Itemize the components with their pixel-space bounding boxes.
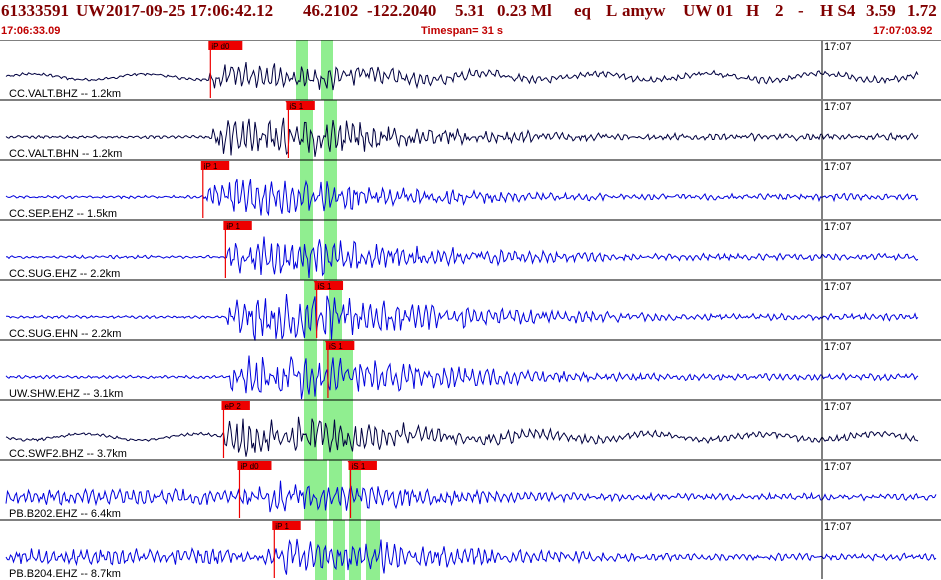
minute-tick-label: 17:07	[824, 521, 852, 533]
minute-tick-label: 17:07	[824, 101, 852, 113]
waveform-trace[interactable]	[5, 538, 937, 575]
minute-tick-label: 17:07	[824, 221, 852, 233]
pick-window-1	[321, 40, 333, 100]
end-time: 17:07:03.92	[873, 25, 933, 37]
s-pick-marker	[285, 101, 292, 106]
s-pick-marker	[347, 461, 354, 466]
event-depth: 5.31	[455, 1, 485, 20]
event-quality-s: H S4	[820, 1, 856, 20]
pick-flag[interactable]	[314, 281, 344, 290]
waveform-trace[interactable]	[5, 480, 937, 513]
event-network: UW	[76, 1, 106, 20]
station-label: CC.VALT.BHZ -- 1.2km	[9, 88, 121, 100]
waveform-trace[interactable]	[5, 236, 919, 279]
pick-flag[interactable]	[221, 401, 250, 410]
event-quality-h: H	[746, 1, 760, 20]
s-pick-marker	[324, 341, 331, 346]
minute-tick-label: 17:07	[824, 281, 852, 293]
event-analyst: amyw	[622, 1, 666, 20]
pick-flag[interactable]	[208, 41, 243, 50]
event-summary-line: 61333591 UW 2017-09-25 17:06:42.12 46.21…	[0, 1, 941, 23]
pick-flag-label: iS 1	[329, 342, 343, 351]
pick-flag[interactable]	[348, 461, 377, 470]
event-value-1: 3.59	[866, 1, 896, 20]
event-longitude: -122.2040	[367, 1, 437, 20]
event-id: 61333591	[1, 1, 69, 20]
station-label: CC.SUG.EHZ -- 2.2km	[9, 268, 120, 280]
pick-flag[interactable]	[237, 461, 272, 470]
station-label: CC.SEP.EHZ -- 1.5km	[9, 208, 117, 220]
event-magnitude: 0.23 Ml	[497, 1, 552, 20]
pick-flag-label: iP 1	[204, 162, 218, 171]
timespan: Timespan= 31 s	[421, 25, 504, 37]
pick-flag-label: iP 1	[226, 222, 240, 231]
time-range-row: 17:06:33.09 Timespan= 31 s 17:07:03.92	[0, 24, 941, 40]
event-version: 2	[775, 1, 784, 20]
minute-tick-label: 17:07	[824, 41, 852, 53]
event-latitude: 46.2102	[303, 1, 359, 20]
pick-flag[interactable]	[286, 101, 315, 110]
waveform-trace[interactable]	[5, 355, 919, 400]
event-header: 61333591 UW 2017-09-25 17:06:42.12 46.21…	[0, 0, 941, 40]
minute-tick-label: 17:07	[824, 461, 852, 473]
pick-flag-label: iS 1	[318, 282, 332, 291]
pick-flag-label: iS 1	[289, 102, 303, 111]
minute-tick-label: 17:07	[824, 401, 852, 413]
minute-tick-label: 17:07	[824, 341, 852, 353]
station-label: PB.B202.EHZ -- 6.4km	[9, 508, 121, 520]
pick-window-3	[324, 100, 337, 280]
pick-flag-label: iP d0	[211, 42, 230, 51]
waveform-trace[interactable]	[5, 293, 919, 341]
event-source: UW 01	[683, 1, 734, 20]
waveform-trace[interactable]	[5, 62, 919, 91]
pick-flag[interactable]	[223, 221, 252, 230]
event-datetime: 2017-09-25 17:06:42.12	[106, 1, 274, 20]
pick-window-11	[366, 520, 380, 580]
pick-flag[interactable]	[200, 161, 230, 170]
station-label: CC.SWF2.BHZ -- 3.7km	[9, 448, 127, 460]
event-status: L	[606, 1, 618, 20]
s-pick-marker	[313, 281, 320, 286]
pick-flag-label: iP 1	[275, 522, 289, 531]
waveform-trace[interactable]	[5, 178, 919, 217]
pick-flag[interactable]	[325, 341, 355, 350]
event-value-2: 1.72	[907, 1, 937, 20]
pick-flag-label: iP d0	[240, 462, 259, 471]
start-time: 17:06:33.09	[1, 25, 61, 37]
event-dash: -	[798, 1, 804, 20]
pick-window-10	[333, 520, 345, 580]
pick-flag[interactable]	[272, 521, 301, 530]
pick-flag-label: eP 2	[224, 402, 241, 411]
station-label: CC.VALT.BHN -- 1.2km	[9, 148, 122, 160]
seismogram-panel[interactable]: 17:07 CC.VALT.BHZ -- 1.2km iP d0 17:07 CC.VA…	[0, 40, 941, 580]
station-label: UW.SHW.EHZ -- 3.1km	[9, 388, 123, 400]
waveform-trace[interactable]	[5, 416, 919, 457]
minute-tick-label: 17:07	[824, 161, 852, 173]
station-label: PB.B204.EHZ -- 8.7km	[9, 568, 121, 580]
station-label: CC.SUG.EHN -- 2.2km	[9, 328, 121, 340]
event-type: eq	[574, 1, 591, 20]
pick-flag-label: iS 1	[352, 462, 366, 471]
waveform-trace[interactable]	[5, 117, 919, 157]
